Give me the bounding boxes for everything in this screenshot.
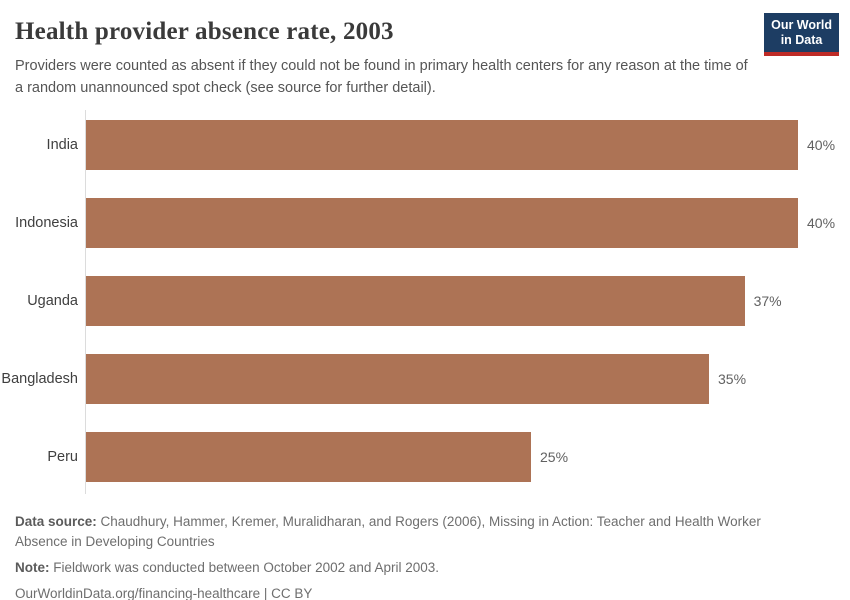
bar-row: Bangladesh 35% [1, 353, 798, 404]
owid-logo-line2: in Data [780, 33, 823, 47]
bar-value-label: 40% [807, 136, 836, 153]
bar[interactable] [86, 431, 531, 482]
chart-footer: Data source: Chaudhury, Hammer, Kremer, … [15, 512, 805, 600]
bar-row: India 40% [47, 119, 835, 170]
chart-header: Health provider absence rate, 2003 Provi… [0, 0, 850, 100]
bar-category-label: Bangladesh [1, 370, 78, 387]
bar[interactable] [86, 275, 745, 326]
plot-area: India 40% Indonesia 40% Uganda 37% Bangladesh 3… [1, 109, 835, 494]
bar-value-label: 35% [718, 370, 747, 387]
chart-title: Health provider absence rate, 2003 [15, 18, 394, 45]
bar-row: Peru 25% [47, 431, 798, 482]
bar[interactable] [86, 119, 798, 170]
note-line: Note: Fieldwork was conducted between Oc… [15, 558, 805, 578]
bar-row: Indonesia 40% [15, 197, 835, 248]
chart-subtitle: Providers were counted as absent if they… [15, 58, 748, 96]
owid-logo[interactable]: Our World in Data [764, 13, 839, 56]
bar-category-label: India [46, 136, 78, 153]
note-label: Note: [15, 560, 50, 575]
owid-logo-line1: Our World [771, 18, 832, 32]
bar-value-label: 37% [753, 292, 782, 309]
bar-value-label: 40% [807, 214, 836, 231]
bar[interactable] [86, 353, 709, 404]
bar-category-label: Uganda [27, 292, 78, 309]
data-source-line: Data source: Chaudhury, Hammer, Kremer, … [15, 512, 805, 553]
data-source-text: Chaudhury, Hammer, Kremer, Muralidharan,… [15, 513, 761, 549]
url-license-line[interactable]: OurWorldinData.org/financing-healthcare … [15, 586, 313, 600]
bar-category-label: Peru [47, 448, 78, 465]
bar[interactable] [86, 197, 798, 248]
bar-value-label: 25% [540, 448, 569, 465]
data-source-label: Data source: [15, 513, 97, 529]
bar-category-label: Indonesia [15, 214, 78, 231]
note-text: Fieldwork was conducted between October … [49, 560, 439, 575]
bar-row: Uganda 37% [27, 275, 798, 326]
